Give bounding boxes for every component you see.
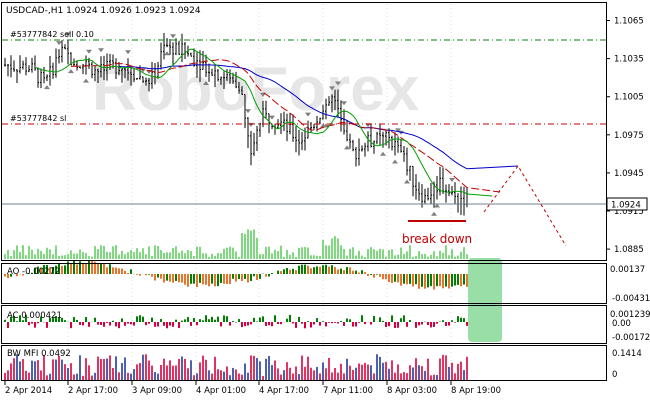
time-axis-label: 4 Apr 01:00 [196, 386, 246, 396]
fractal-down-arrow [344, 145, 350, 150]
fractal-down-arrow [380, 151, 386, 156]
current-price-value: 1.0924 [611, 201, 641, 211]
slow-moving-average [118, 64, 519, 170]
fractal-up-arrow [170, 34, 176, 39]
fractal-up-arrow [86, 49, 92, 54]
ac-axis-top: 0.001239 [610, 310, 650, 320]
price-axis-label: 1.0885 [614, 245, 644, 255]
ac-histogram [4, 314, 468, 329]
fractal-down-arrow [431, 211, 437, 216]
price-axis-label: 1.1005 [614, 93, 644, 103]
ao-axis-top: 0.00137 [610, 265, 645, 275]
price-axis-label: 1.1035 [614, 55, 644, 65]
ac-axis-bottom: -0.00172 [612, 333, 650, 343]
fractal-up-arrow [56, 41, 62, 46]
fractal-up-arrow [341, 101, 347, 106]
time-axis-label: 2 Apr 17:00 [68, 386, 118, 396]
price-axis-label: 1.0915 [614, 207, 644, 217]
fractal-up-arrow [335, 81, 341, 86]
fractal-down-arrow [68, 69, 74, 74]
fractal-up-arrow [65, 32, 71, 37]
stop-loss-label: #53777842 sl [10, 114, 66, 123]
fractal-down-arrow [434, 203, 440, 208]
moving-average-layer [34, 48, 519, 197]
fractal-up-arrow [125, 50, 131, 55]
mfi-panel-frame [1, 345, 607, 381]
signal-highlight-box [468, 258, 502, 342]
watermark-text: RoboForex [92, 55, 420, 124]
fractal-down-arrow [44, 85, 50, 90]
fractal-down-arrow [164, 51, 170, 56]
sell-order-label: #53777842 sell 0.10 [10, 30, 94, 39]
price-axis-label: 1.0975 [614, 131, 644, 141]
forecast-arrow [483, 165, 567, 247]
fractal-up-arrow [329, 86, 335, 91]
fractal-up-arrow [395, 128, 401, 133]
chart-title: USDCAD-,H1 1.0924 1.0926 1.0923 1.0924 [6, 6, 201, 16]
price-axis-label: 1.1065 [614, 17, 644, 27]
time-axis-label: 7 Apr 11:00 [323, 386, 373, 396]
ao-panel-frame [1, 263, 607, 304]
time-axis-label: 8 Apr 03:00 [387, 386, 437, 396]
price-axis-label: 1.0945 [614, 169, 644, 179]
ac-axis-mid: 0.00 [612, 319, 631, 329]
fractal-up-arrow [449, 178, 455, 183]
fractal-down-arrow [83, 78, 89, 83]
ao-axis-bottom: -0.00431 [612, 294, 650, 304]
mfi-axis-bottom: 0 [612, 370, 617, 380]
time-axis-label: 8 Apr 19:00 [451, 386, 501, 396]
mfi-histogram [4, 354, 468, 380]
candle-layer [4, 33, 468, 216]
price-axis: 1.1065 1.1035 1.1005 1.0975 1.0945 1.0915 1.08… [606, 17, 644, 255]
fast-moving-average [34, 48, 493, 197]
mfi-label: BW MFI 0.0492 [7, 349, 71, 359]
fractal-up-arrow [98, 48, 104, 53]
break-down-label: break down [402, 232, 472, 246]
time-axis: 2 Apr 2014 2 Apr 17:00 3 Apr 09:00 4 Apr 01… [4, 381, 501, 396]
time-axis-label: 4 Apr 17:00 [259, 386, 309, 396]
time-axis-label: 3 Apr 09:00 [132, 386, 182, 396]
fractal-down-arrow [392, 159, 398, 164]
fractal-down-arrow [404, 179, 410, 184]
ac-panel-frame [1, 305, 607, 344]
fractal-down-arrow [203, 80, 209, 85]
mfi-axis-top: 0.1414 [612, 349, 642, 359]
fractal-up-arrow [305, 112, 311, 117]
fractal-up-arrow [269, 115, 275, 120]
mid-moving-average [70, 59, 501, 193]
current-price-tag [606, 197, 648, 211]
time-axis-label: 2 Apr 2014 [5, 386, 52, 396]
ac-label: AC 0.000421 [7, 311, 62, 321]
main-panel-frame [1, 2, 607, 261]
ao-label: AO -0.00272 [7, 267, 60, 277]
ao-histogram [4, 260, 468, 290]
volume-layer [4, 229, 468, 259]
fractal-up-arrow [245, 109, 251, 114]
